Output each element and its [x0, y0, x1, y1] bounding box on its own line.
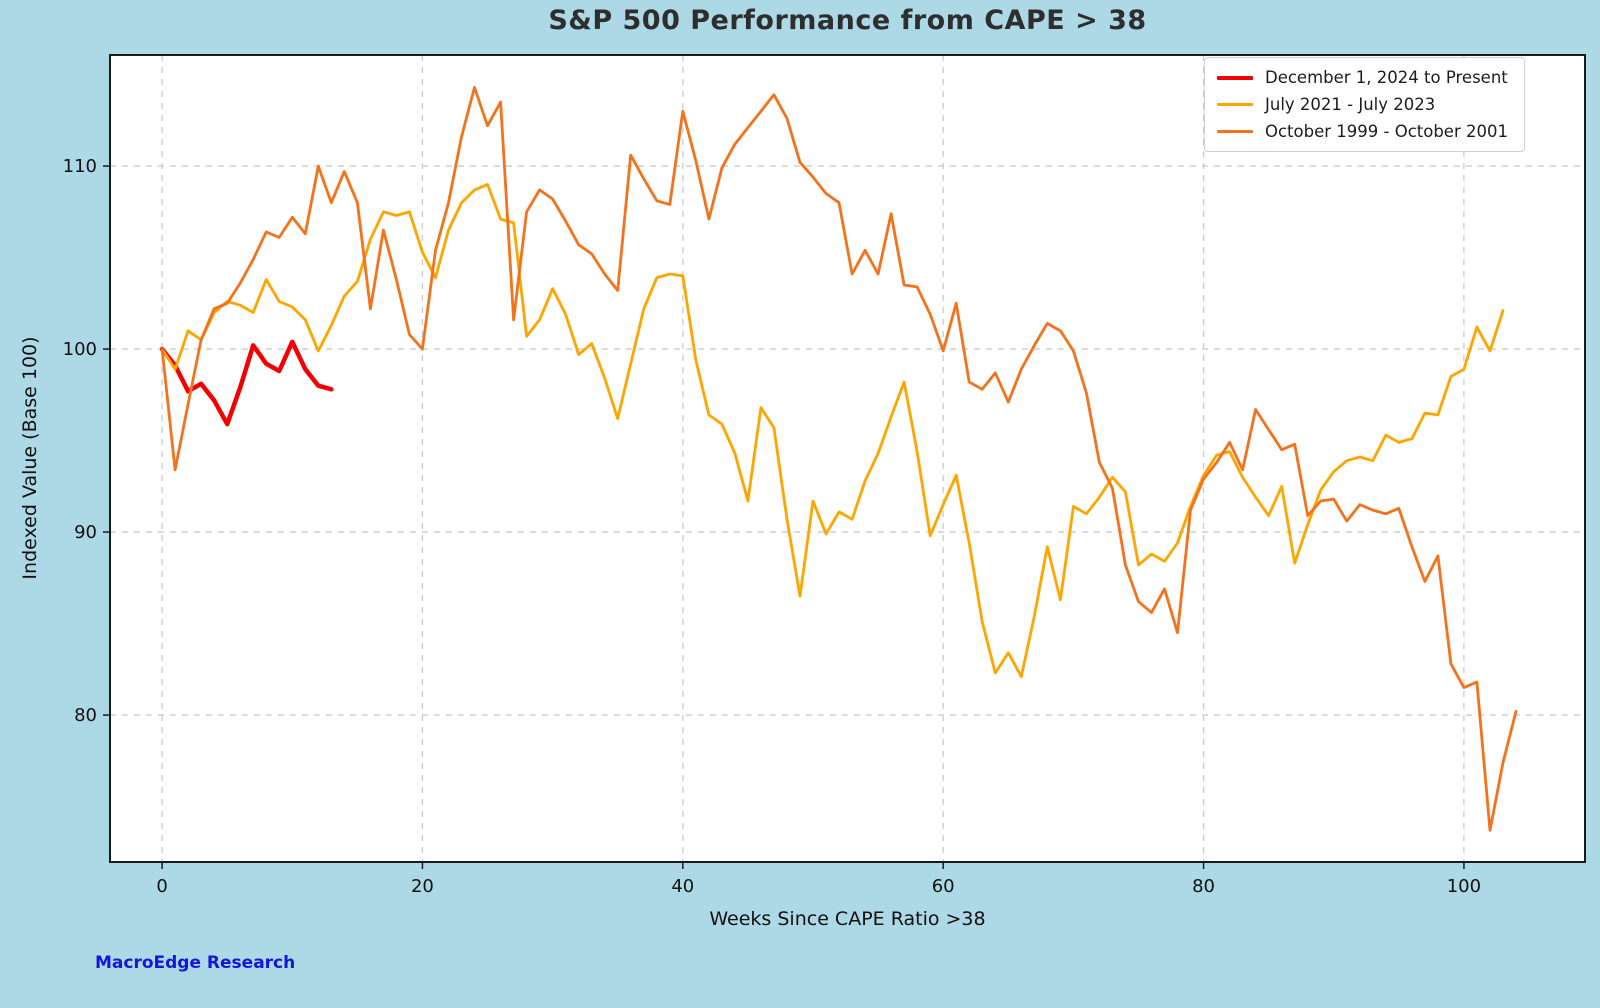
- legend-item: December 1, 2024 to Present: [1217, 68, 1508, 87]
- y-tick-label: 110: [63, 156, 97, 177]
- chart-title: S&P 500 Performance from CAPE > 38: [548, 5, 1147, 36]
- y-tick-label: 80: [74, 705, 97, 726]
- legend-swatch-orange-line: [1217, 130, 1253, 133]
- x-tick-label: 40: [671, 876, 694, 897]
- y-tick-label: 90: [74, 522, 97, 543]
- x-tick-label: 100: [1447, 876, 1481, 897]
- legend-item: October 1999 - October 2001: [1217, 122, 1508, 141]
- plot-area: [110, 55, 1585, 862]
- legend-label: July 2021 - July 2023: [1265, 95, 1436, 114]
- y-axis-label: Indexed Value (Base 100): [19, 336, 41, 580]
- legend-swatch-gold-line: [1217, 103, 1253, 106]
- legend-item: July 2021 - July 2023: [1217, 95, 1508, 114]
- x-axis-label: Weeks Since CAPE Ratio >38: [709, 908, 986, 930]
- x-tick-label: 60: [932, 876, 955, 897]
- x-tick-label: 20: [411, 876, 434, 897]
- plot-frame: [109, 54, 1586, 863]
- legend-label: December 1, 2024 to Present: [1265, 68, 1508, 87]
- footer-brand: MacroEdge Research: [95, 953, 296, 973]
- x-tick-label: 0: [156, 876, 167, 897]
- series-line-2: [160, 86, 1518, 832]
- legend-swatch-red-line: [1217, 75, 1253, 80]
- y-tick-label: 100: [63, 339, 97, 360]
- legend-label: October 1999 - October 2001: [1265, 122, 1508, 141]
- series-line-1: [160, 182, 1505, 678]
- legend: December 1, 2024 to Present July 2021 - …: [1204, 57, 1525, 152]
- x-tick-label: 80: [1192, 876, 1215, 897]
